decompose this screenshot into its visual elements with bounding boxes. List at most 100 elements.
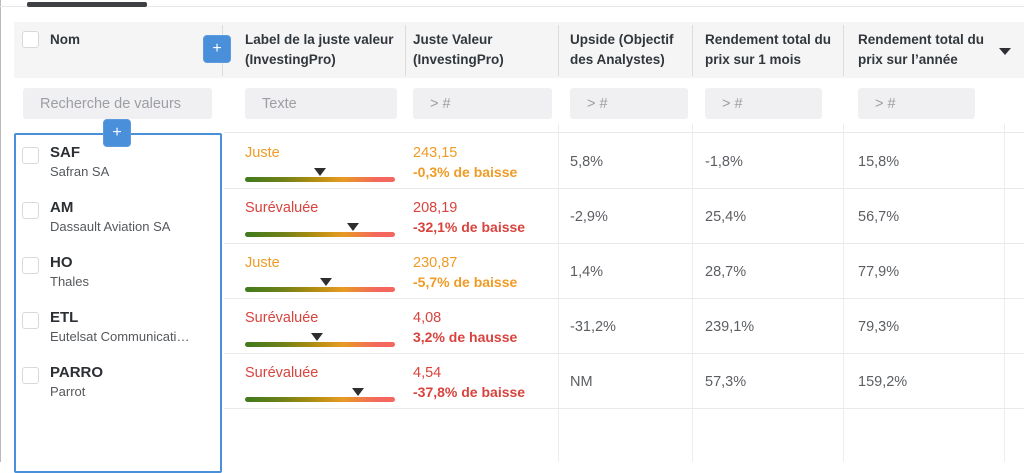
row-checkbox[interactable] [22,257,39,274]
fair-value-cell: 243,15 -0,3% de baisse [413,144,563,182]
fair-value-label-cell: Surévaluée [245,364,405,402]
header-divider [558,25,559,76]
fair-value-gauge [245,168,395,182]
filter-return-ytd-input[interactable] [858,88,975,119]
row-divider [224,408,1024,409]
row-divider [224,353,1024,354]
fair-value-cell: 4,54 -37,8% de baisse [413,364,563,402]
select-all-checkbox[interactable] [22,31,39,48]
column-header-return-ytd[interactable]: Rendement total du prix sur l’année [858,32,985,67]
name-column-panel: SAF Safran SA AM Dassault Aviation SA HO… [14,133,222,473]
return-ytd-cell: 79,3% [858,319,900,335]
upside-cell: -2,9% [570,209,608,225]
upside-cell: 5,8% [570,154,604,170]
gauge-marker-icon [320,278,332,286]
window-edge [0,0,1,462]
fair-value-label: Juste [245,255,280,271]
fair-value-number: 4,08 [413,310,442,326]
fair-value-label-cell: Surévaluée [245,309,405,347]
company-name: Eutelsat Communicati… [50,329,190,344]
ticker: PARRO [50,364,104,381]
filter-upside-input[interactable] [570,88,688,119]
return-ytd-cell: 77,9% [858,264,900,280]
company-name: Safran SA [50,164,110,179]
add-column-button[interactable]: + [203,35,231,63]
return-1m-cell: -1,8% [705,154,743,170]
gauge-marker-icon [347,223,359,231]
row-divider [224,243,1024,244]
column-divider [843,124,844,462]
fair-value-gauge [245,223,395,237]
fair-value-label-cell: Surévaluée [245,199,405,237]
active-tab-indicator [27,2,147,7]
fair-value-label-cell: Juste [245,254,405,292]
fair-value-label: Surévaluée [245,200,319,216]
column-header-fair-value-label[interactable]: Label de la juste valeur (InvestingPro) [245,32,394,67]
row-checkbox[interactable] [22,202,39,219]
list-item-parro[interactable]: PARRO Parrot [16,363,216,413]
row-checkbox[interactable] [22,147,39,164]
fair-value-cell: 208,19 -32,1% de baisse [413,199,563,237]
search-input[interactable] [23,88,212,119]
filter-return-1m-input[interactable] [705,88,822,119]
ticker: SAF [50,144,80,161]
list-item-etl[interactable]: ETL Eutelsat Communicati… [16,308,216,358]
row-checkbox[interactable] [22,312,39,329]
table-header [14,22,1024,78]
company-name: Dassault Aviation SA [50,219,171,234]
header-divider [405,25,406,76]
fair-value-delta: -5,7% de baisse [413,274,518,290]
gauge-marker-icon [311,333,323,341]
fair-value-number: 208,19 [413,200,458,216]
sort-desc-icon [999,48,1011,55]
company-name: Thales [50,274,90,289]
gauge-marker-icon [351,388,364,396]
return-ytd-cell: 15,8% [858,154,900,170]
list-item-ho[interactable]: HO Thales [16,253,216,303]
filter-text-input[interactable] [245,88,397,119]
fair-value-label: Juste [245,145,280,161]
fair-value-number: 243,15 [413,145,458,161]
column-header-name[interactable]: Nom [50,32,80,47]
gauge-marker-icon [314,168,326,176]
fair-value-delta: -32,1% de baisse [413,219,526,235]
return-1m-cell: 28,7% [705,264,747,280]
list-item-saf[interactable]: SAF Safran SA [16,143,216,193]
return-1m-cell: 239,1% [705,319,755,335]
column-header-upside[interactable]: Upside (Objectif des Analystes) [570,32,674,67]
return-ytd-cell: 56,7% [858,209,900,225]
row-checkbox[interactable] [22,367,39,384]
company-name: Parrot [50,384,86,399]
column-divider [692,124,693,462]
fair-value-gauge [245,278,395,292]
return-ytd-cell: 159,2% [858,374,908,390]
header-divider [843,25,844,76]
upside-cell: -31,2% [570,319,616,335]
fair-value-label: Surévaluée [245,365,319,381]
fair-value-label: Surévaluée [245,310,319,326]
upside-cell: 1,4% [570,264,604,280]
fair-value-number: 4,54 [413,365,442,381]
column-header-fair-value[interactable]: Juste Valeur (InvestingPro) [413,32,504,67]
fair-value-cell: 230,87 -5,7% de baisse [413,254,563,292]
list-item-am[interactable]: AM Dassault Aviation SA [16,198,216,248]
return-1m-cell: 25,4% [705,209,747,225]
row-divider [224,188,1024,189]
row-divider [224,132,1024,133]
header-divider [692,25,693,76]
upside-cell: NM [570,374,593,390]
row-divider [224,298,1024,299]
column-divider [558,124,559,462]
return-1m-cell: 57,3% [705,374,747,390]
fair-value-gauge [245,388,395,402]
fair-value-delta: 3,2% de hausse [413,329,518,345]
ticker: AM [50,199,74,216]
fair-value-cell: 4,08 3,2% de hausse [413,309,563,347]
fair-value-delta: -37,8% de baisse [413,384,526,400]
ticker: ETL [50,309,79,326]
filter-fair-value-input[interactable] [413,88,552,119]
fair-value-number: 230,87 [413,255,458,271]
add-row-button[interactable]: + [103,119,131,147]
tab-bar-divider [0,6,1024,7]
column-header-return-1m[interactable]: Rendement total du prix sur 1 mois [705,32,832,67]
